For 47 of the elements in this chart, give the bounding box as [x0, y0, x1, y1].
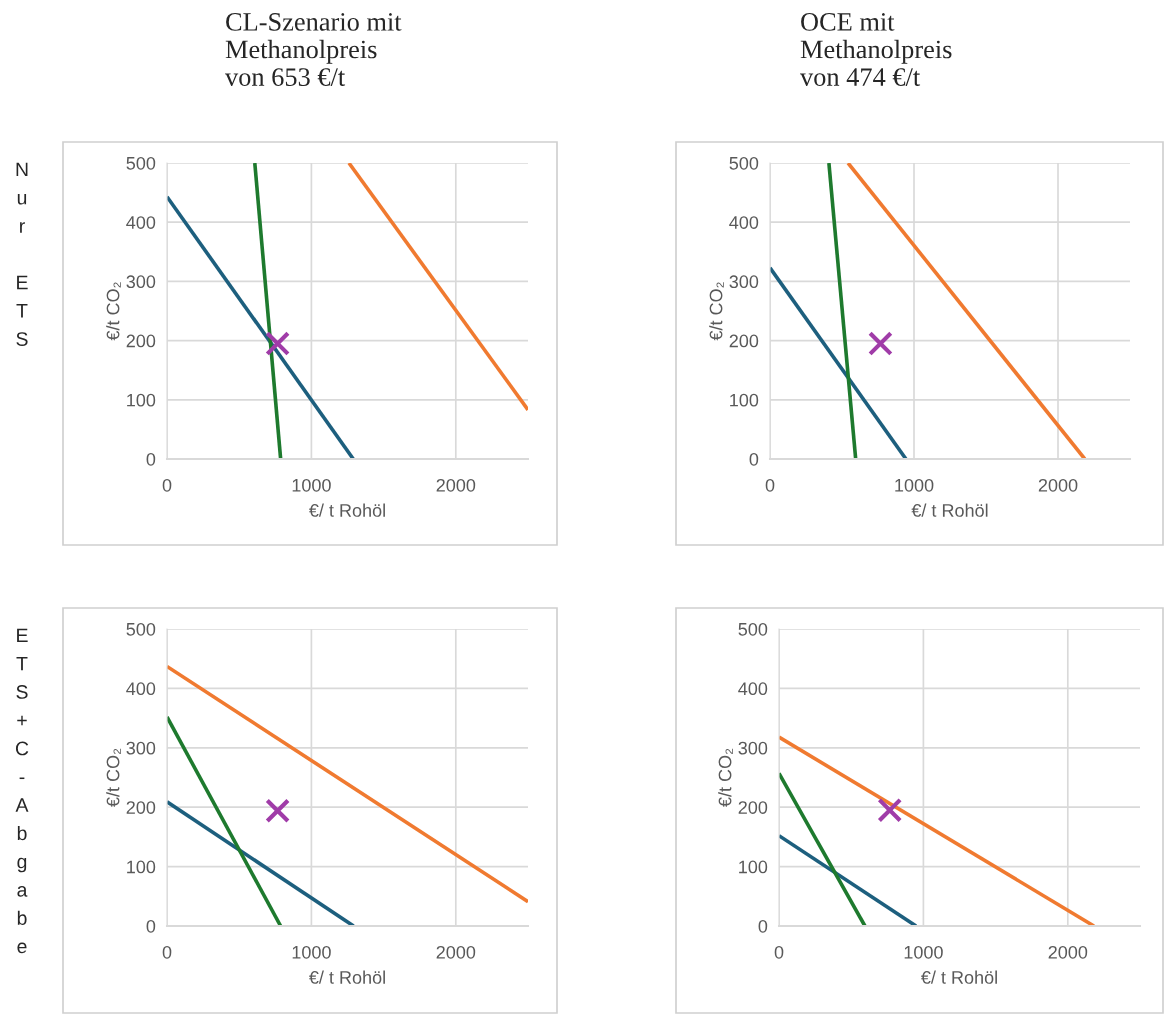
y-tick-label: 200 [738, 801, 768, 814]
y-tick-label: 0 [146, 452, 156, 466]
y-tick-label: 100 [730, 393, 759, 407]
y-tick-label: 300 [738, 741, 768, 755]
y-tick-label: 400 [729, 216, 759, 229]
y-tick-label: 200 [729, 334, 759, 348]
y-tick-label: 300 [729, 275, 759, 289]
x-tick-label: 2000 [1038, 478, 1078, 492]
x-axis-title: €/ t Rohöl [921, 970, 997, 984]
y-axis-title: €/t CO₂ [718, 748, 733, 807]
y-tick-label: 0 [758, 919, 768, 933]
y-tick-label: 200 [126, 334, 156, 348]
y-tick-label: 500 [738, 622, 768, 636]
x-axis-title: €/ t Rohöl [309, 970, 385, 984]
y-axis-title: €/t CO₂ [106, 748, 121, 807]
y-tick-label: 500 [126, 156, 156, 170]
x-tick-label: 1000 [292, 478, 331, 492]
chart-title: OCE mit Methanolpreis von 474 €/t [800, 13, 952, 86]
y-axis-title: €/t CO₂ [709, 282, 724, 341]
x-tick-label: 2000 [1048, 945, 1088, 959]
y-tick-label: 400 [126, 216, 156, 229]
text: ETS+C-Abgabe [15, 628, 29, 954]
x-tick-label: 2000 [436, 478, 476, 492]
x-tick-label: 1000 [292, 945, 331, 959]
y-tick-label: 400 [738, 682, 768, 696]
x-axis-title: €/ t Rohöl [911, 503, 988, 517]
x-tick-label: 0 [774, 945, 784, 959]
x-tick-label: 0 [162, 478, 172, 492]
y-tick-label: 100 [127, 393, 156, 407]
text: Nur ETS [16, 162, 28, 346]
y-tick-label: 0 [749, 452, 759, 466]
y-axis-title: €/t CO₂ [106, 282, 121, 341]
x-tick-label: 0 [162, 945, 172, 959]
x-tick-label: 1000 [904, 945, 943, 959]
y-tick-label: 100 [127, 860, 156, 874]
x-tick-label: 1000 [895, 478, 934, 492]
y-tick-label: 500 [729, 156, 759, 170]
y-tick-label: 500 [126, 622, 156, 636]
y-tick-label: 300 [126, 275, 156, 289]
y-tick-label: 300 [126, 741, 156, 755]
x-axis-title: €/ t Rohöl [309, 503, 385, 517]
y-tick-label: 100 [739, 860, 768, 874]
y-tick-label: 400 [126, 682, 156, 696]
chart-title: CL-Szenario mit Methanolpreis von 653 €/t [225, 13, 402, 86]
y-tick-label: 200 [126, 801, 156, 814]
y-tick-label: 0 [146, 919, 156, 933]
x-tick-label: 2000 [436, 945, 476, 959]
